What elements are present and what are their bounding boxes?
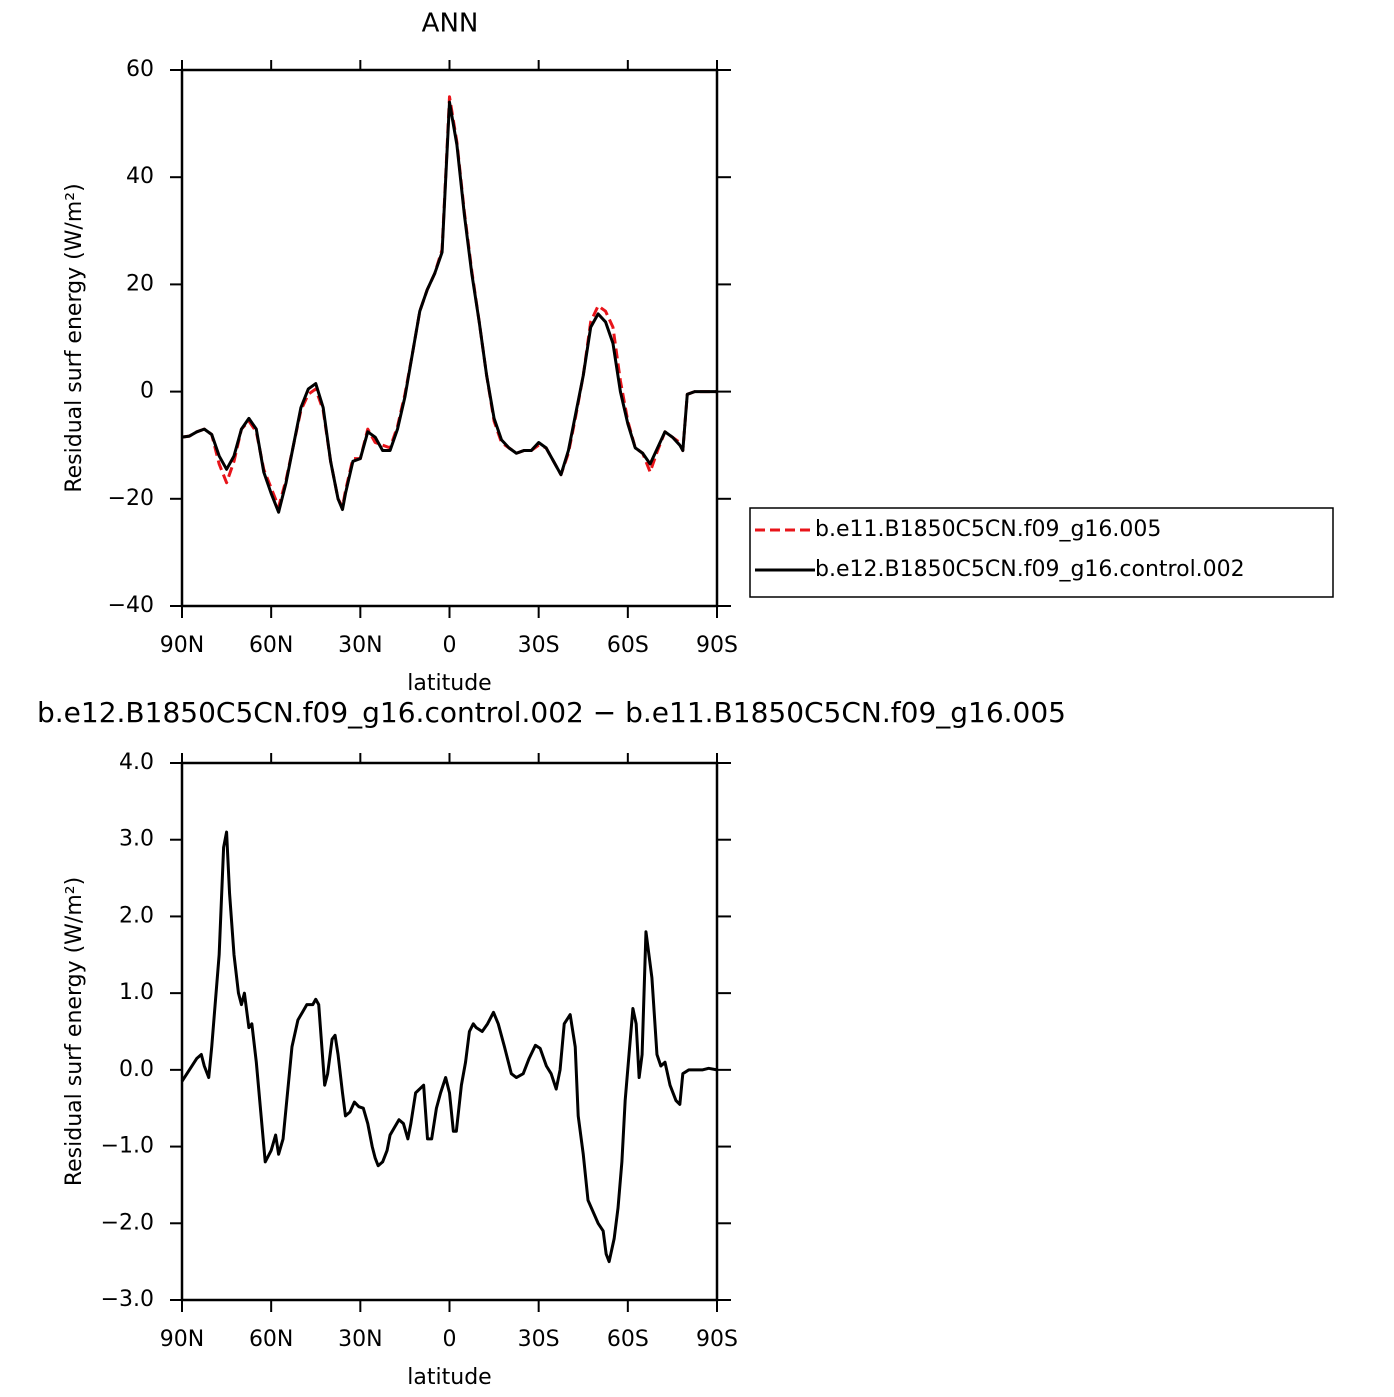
x-tick-label: 90N <box>160 633 204 658</box>
y-axis-label: Residual surf energy (W/m²) <box>62 877 87 1186</box>
x-tick-label: 90S <box>696 1327 738 1352</box>
x-tick-label: 60S <box>607 1327 649 1352</box>
data-line <box>181 100 717 514</box>
x-tick-label: 30S <box>518 1327 560 1352</box>
x-tick-label: 30N <box>338 1327 382 1352</box>
chart-title: ANN <box>422 9 479 39</box>
x-axis-label: latitude <box>407 671 491 696</box>
x-tick-label: 90S <box>696 633 738 658</box>
x-tick-label: 0 <box>443 1327 457 1352</box>
plot-frame <box>180 761 719 1302</box>
y-tick-label: 40 <box>126 164 154 189</box>
y-tick-label: 20 <box>126 271 154 296</box>
y-tick-label: −3.0 <box>101 1287 154 1312</box>
x-tick-label: 60N <box>249 1327 293 1352</box>
x-tick-label: 60N <box>249 633 293 658</box>
x-tick-label: 90N <box>160 1327 204 1352</box>
y-tick-label: 0.0 <box>119 1057 154 1082</box>
data-line <box>181 95 717 509</box>
chart-title: b.e12.B1850C5CN.f09_g16.control.002 − b.… <box>37 696 1066 729</box>
legend-label: b.e12.B1850C5CN.f09_g16.control.002 <box>815 557 1245 582</box>
plot-frame <box>180 68 719 608</box>
y-tick-label: −40 <box>108 593 154 618</box>
legend-label: b.e11.B1850C5CN.f09_g16.005 <box>815 517 1161 542</box>
y-tick-label: −1.0 <box>101 1134 154 1159</box>
y-tick-label: 0 <box>140 379 154 404</box>
y-tick-label: 3.0 <box>119 827 154 852</box>
y-axis-label: Residual surf energy (W/m²) <box>62 183 87 492</box>
y-tick-label: −20 <box>108 486 154 511</box>
x-tick-label: 60S <box>607 633 649 658</box>
x-tick-label: 30S <box>518 633 560 658</box>
x-axis-label: latitude <box>407 1365 491 1390</box>
x-tick-label: 30N <box>338 633 382 658</box>
y-tick-label: 2.0 <box>119 903 154 928</box>
legend-box <box>749 507 1334 598</box>
y-tick-label: 1.0 <box>119 980 154 1005</box>
y-tick-label: −2.0 <box>101 1210 154 1235</box>
data-line <box>180 830 718 1264</box>
y-tick-label: 4.0 <box>119 750 154 775</box>
x-tick-label: 0 <box>443 633 457 658</box>
y-tick-label: 60 <box>126 57 154 82</box>
